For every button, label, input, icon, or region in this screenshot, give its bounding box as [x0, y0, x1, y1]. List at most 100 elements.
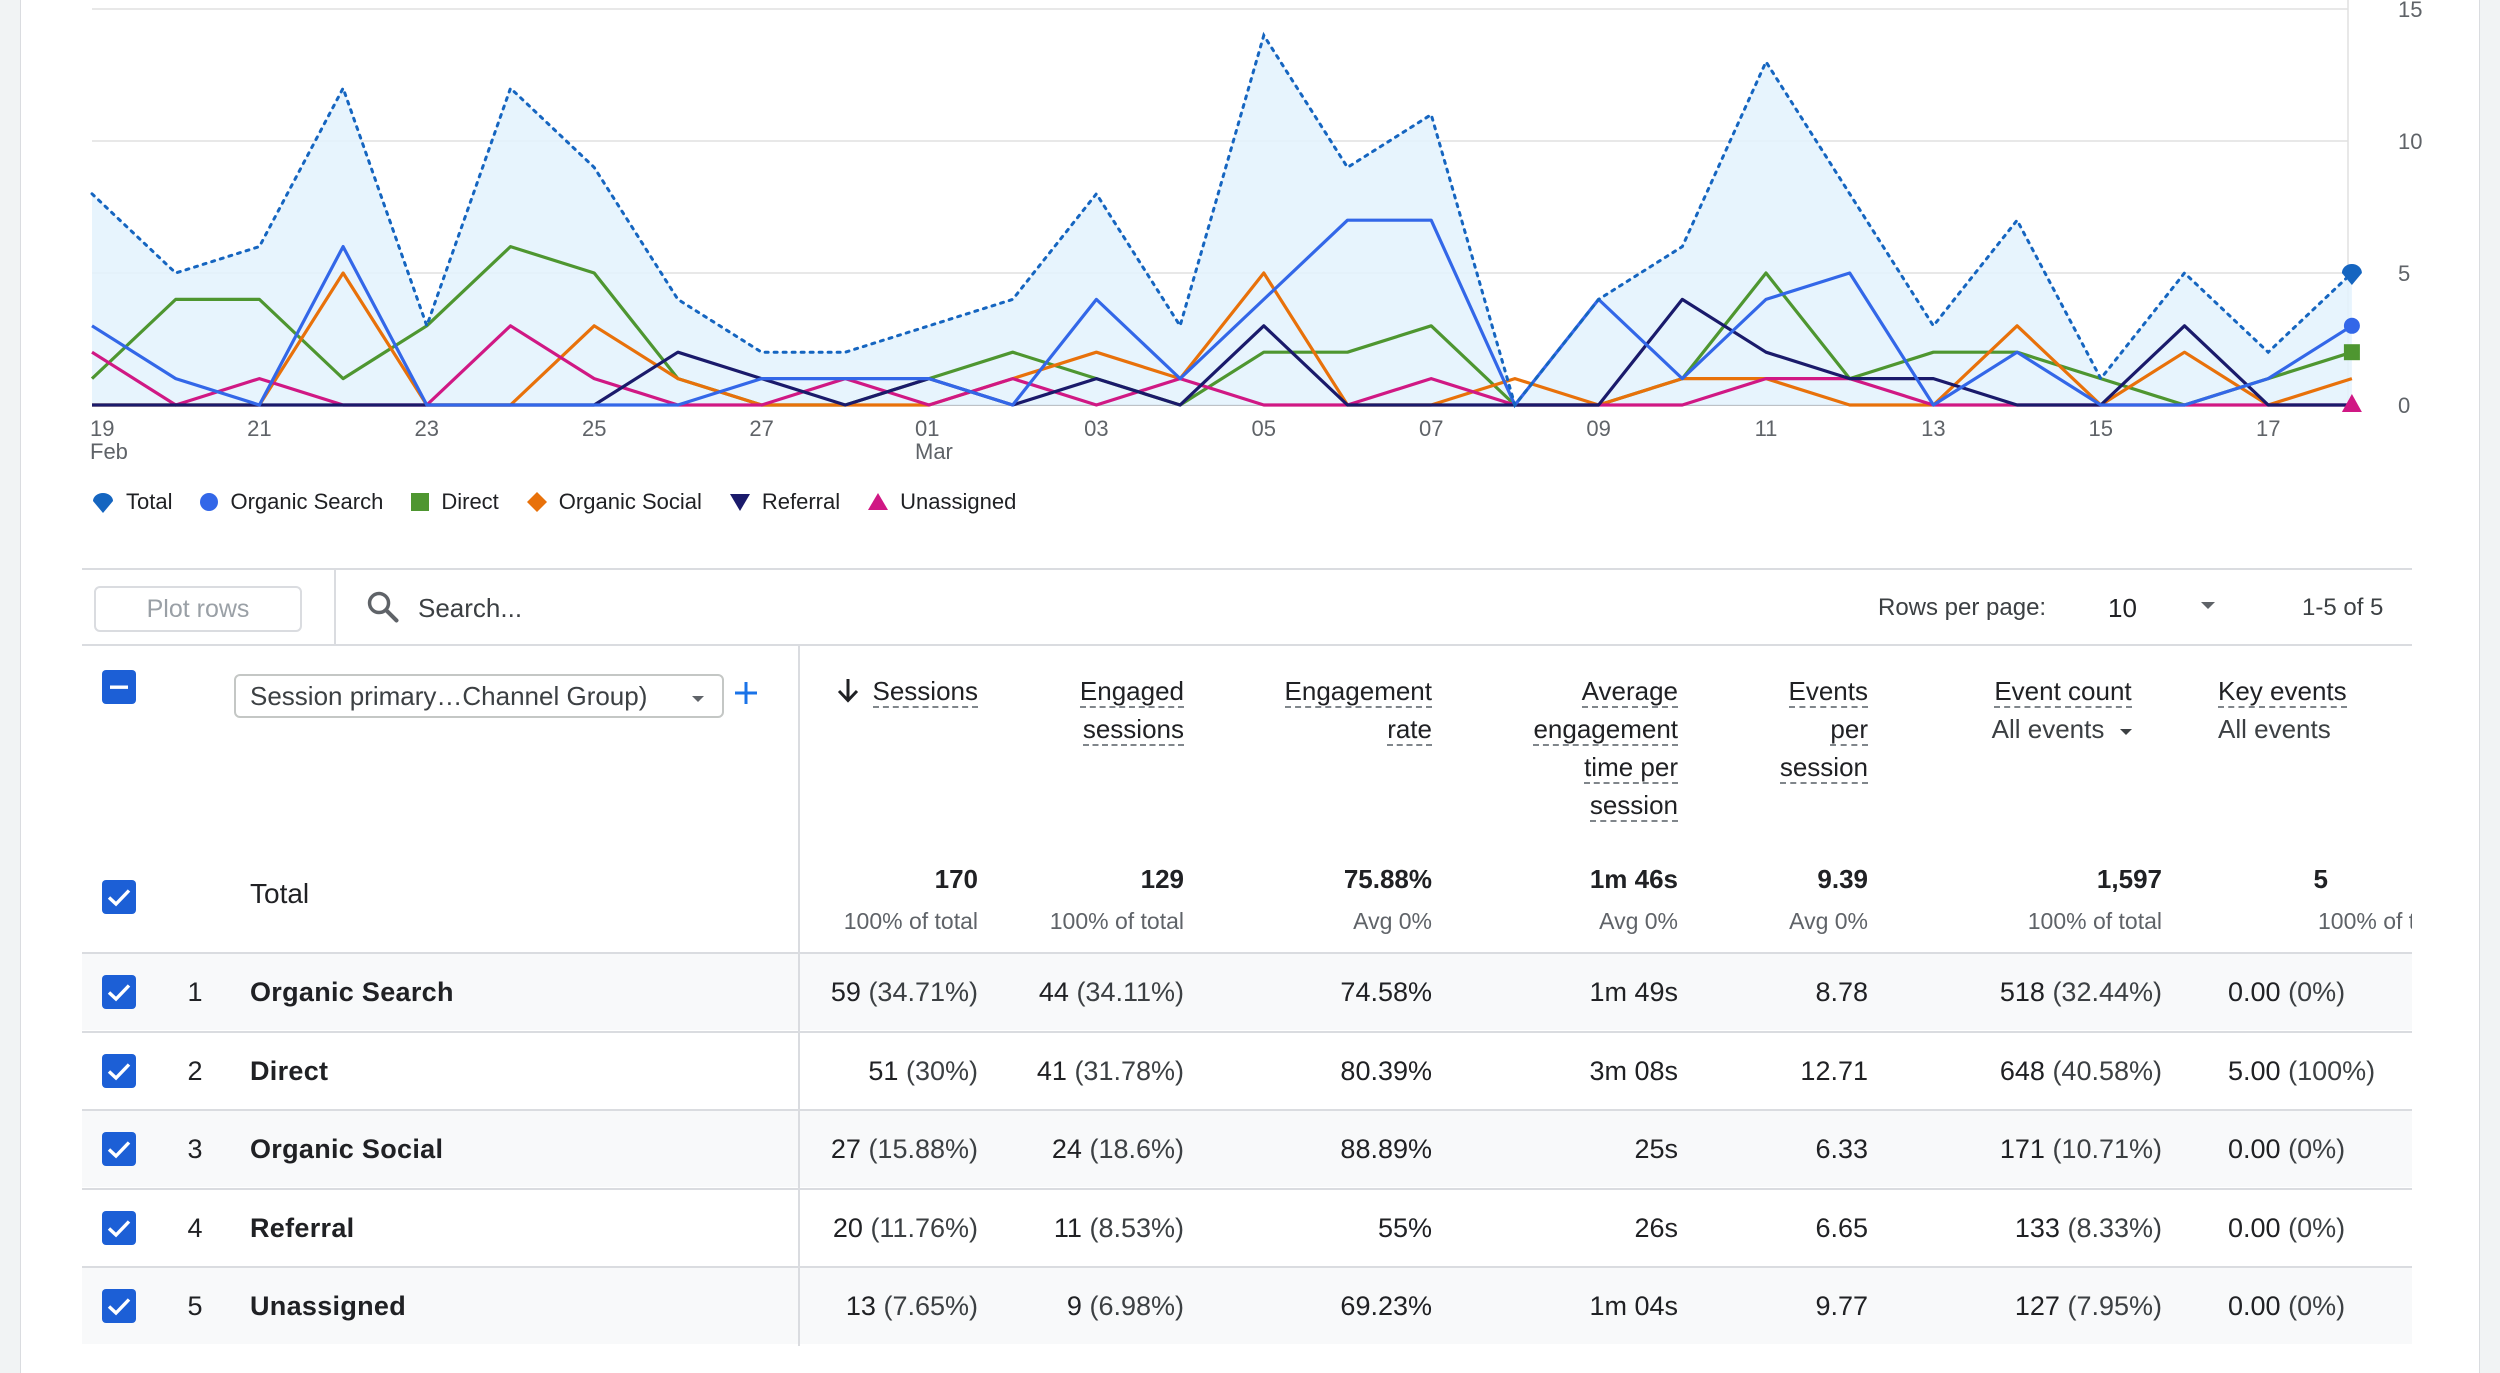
search-input[interactable]	[418, 588, 1118, 628]
column-header-label: time per	[1584, 752, 1678, 784]
cell-value: 8.78	[1815, 977, 1868, 1007]
table-row[interactable]: 2 Direct 51 (30%) 41 (31.78%) 80.39% 3m 08s 12…	[82, 1030, 2412, 1109]
table-cell: 24 (18.6%)	[944, 1111, 1184, 1187]
cell-value: 20	[832, 1212, 863, 1243]
x-tick-label: 05	[1252, 416, 1276, 441]
cell-value: 171	[1999, 1134, 2045, 1165]
column-header[interactable]: Engagement rate	[1212, 672, 1432, 748]
row-dimension-value[interactable]: Direct	[250, 1055, 329, 1086]
cell-value: 9	[1066, 1291, 1082, 1322]
rows-per-page-select[interactable]: 10	[2108, 584, 2228, 632]
column-header[interactable]: Average engagement time per session	[1448, 672, 1678, 824]
row-checkbox[interactable]	[102, 975, 136, 1009]
end-marker-direct	[2343, 344, 2360, 361]
table-row[interactable]: 5 Unassigned 13 (7.65%) 9 (6.98%) 69.23% 1m 0…	[82, 1266, 2412, 1345]
triangle-up-icon	[866, 491, 890, 513]
cell-value: 1m 04s	[1589, 1291, 1678, 1322]
cell-value: 51	[868, 1055, 899, 1086]
caret-down-icon[interactable]	[2118, 710, 2134, 748]
legend-item[interactable]: Unassigned	[866, 489, 1016, 515]
legend-item[interactable]: Direct	[409, 489, 499, 515]
column-header-label: Average	[1581, 676, 1678, 708]
cell-value: 648	[1999, 1055, 2045, 1086]
column-subheader: All events	[1991, 714, 2105, 744]
table-cell: 3m 08s	[1438, 1033, 1678, 1109]
rows-per-page-value: 10	[2108, 592, 2137, 623]
column-header-label: Event count	[1994, 676, 2132, 708]
x-tick-label: 19	[90, 416, 114, 441]
column-header-label: Sessions	[872, 676, 978, 708]
column-subheader: All events	[2218, 714, 2331, 744]
row-dimension-value[interactable]: Organic Search	[250, 977, 454, 1007]
legend-item[interactable]: Organic Social	[525, 489, 702, 515]
rows-per-page-label: Rows per page:	[1878, 594, 2047, 621]
series-line-organic-search	[91, 218, 2353, 407]
legend-item[interactable]: Referral	[728, 489, 840, 515]
y-tick-label: 15	[2398, 0, 2422, 22]
table-cell: 0.00 (0%)	[2228, 1268, 2412, 1344]
dimension-select[interactable]: Session primary…Channel Group)	[234, 674, 724, 718]
total-subvalue: 100% of total	[1049, 908, 1184, 934]
row-checkbox[interactable]	[102, 1132, 136, 1167]
table-cell: 0.00 (0%)	[2228, 1111, 2412, 1187]
cell-value: 0.00	[2228, 1134, 2281, 1165]
cell-value: 59	[830, 977, 861, 1007]
table-row[interactable]: 1 Organic Search 59 (34.71%) 44 (34.11%) 74.…	[82, 952, 2412, 1030]
row-checkbox[interactable]	[102, 1289, 136, 1324]
table-cell: 88.89%	[1192, 1111, 1432, 1187]
column-header[interactable]: Engaged sessions	[984, 672, 1184, 748]
cell-value: 518	[1999, 977, 2045, 1007]
table-cell: 0.00 (0%)	[2228, 954, 2412, 1030]
total-row-checkbox[interactable]	[102, 880, 136, 914]
search-icon	[364, 588, 402, 631]
cell-percent: (18.6%)	[1089, 1134, 1184, 1165]
cell-value: 1m 49s	[1589, 977, 1678, 1007]
row-dimension-value[interactable]: Referral	[250, 1212, 355, 1243]
total-subvalue: Avg 0%	[1353, 908, 1432, 934]
add-dimension-button[interactable]	[726, 668, 766, 718]
row-dimension-value[interactable]: Unassigned	[250, 1291, 407, 1322]
cell-value: 55%	[1377, 1212, 1432, 1243]
table-cell: 5.00 (100%)	[2228, 1033, 2412, 1109]
select-all-checkbox[interactable]	[102, 670, 136, 704]
end-marker-unassigned	[2341, 394, 2362, 412]
cell-value: 6.33	[1815, 1134, 1868, 1165]
column-header[interactable]: Sessions	[778, 672, 978, 713]
row-rank: 3	[187, 1134, 203, 1165]
row-divider	[798, 1111, 800, 1188]
checkmark-icon	[107, 1220, 131, 1238]
legend-item[interactable]: Organic Search	[198, 489, 383, 515]
cell-value: 0.00	[2228, 1212, 2281, 1243]
column-header-label: session	[1589, 790, 1678, 822]
legend-item[interactable]: Total	[90, 489, 172, 515]
cell-value: 24	[1051, 1134, 1082, 1165]
cell-percent: (15.88%)	[868, 1134, 978, 1165]
table-cell: 518 (32.44%)	[1922, 954, 2162, 1030]
cell-value: 9.77	[1815, 1291, 1868, 1322]
row-checkbox[interactable]	[102, 1053, 136, 1088]
column-header[interactable]: Key events All events	[2218, 672, 2412, 748]
cell-percent: (6.98%)	[1089, 1291, 1184, 1322]
table-cell: 44 (34.11%)	[944, 954, 1184, 1030]
row-checkbox[interactable]	[102, 1210, 136, 1245]
dimension-label: Session primary…Channel Group)	[250, 680, 648, 711]
cell-value: 6.65	[1815, 1212, 1868, 1243]
total-subvalue: 100% of total	[2027, 908, 2162, 934]
x-tick-label: 01	[915, 416, 939, 441]
cell-value: 5.00	[2228, 1055, 2281, 1086]
table-row[interactable]: 3 Organic Social 27 (15.88%) 24 (18.6%) 88.8…	[82, 1109, 2412, 1188]
y-tick-label: 10	[2398, 129, 2422, 154]
x-tick-label: Mar	[915, 439, 953, 464]
plot-rows-button[interactable]: Plot rows	[94, 586, 302, 632]
table-cell: 6.33	[1628, 1111, 1868, 1187]
pin-icon	[90, 489, 116, 515]
table-row[interactable]: 4 Referral 20 (11.76%) 11 (8.53%) 55% 26s 6.65…	[82, 1187, 2412, 1266]
cell-value: 41	[1036, 1055, 1067, 1086]
column-header[interactable]: Events per session	[1668, 672, 1868, 786]
row-divider	[798, 1268, 800, 1345]
row-dimension-value[interactable]: Organic Social	[250, 1134, 444, 1165]
column-header[interactable]: Event count All events	[1928, 672, 2198, 748]
table-cell: 9 (6.98%)	[944, 1268, 1184, 1344]
x-tick-label: Feb	[90, 439, 128, 464]
cell-percent: (30%)	[905, 1055, 978, 1086]
